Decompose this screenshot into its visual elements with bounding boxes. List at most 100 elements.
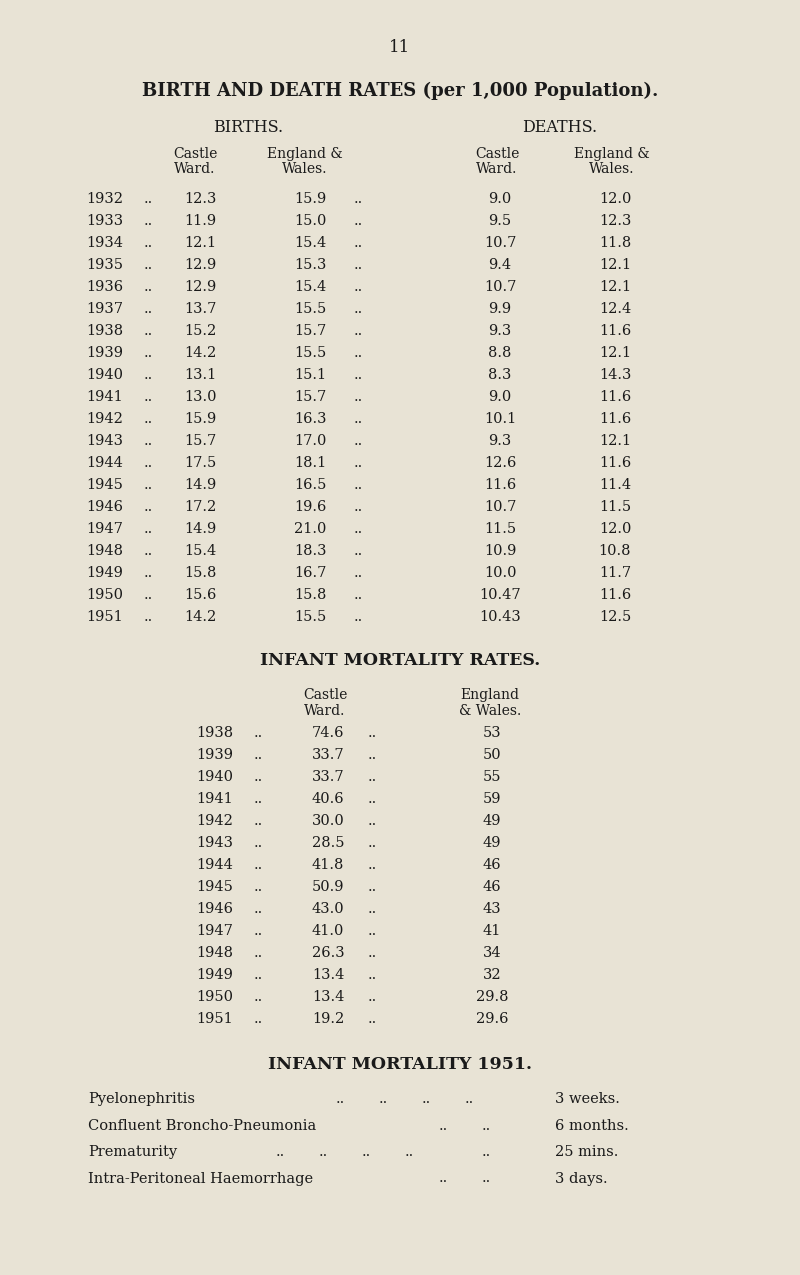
Text: 17.0: 17.0: [294, 434, 326, 448]
Text: ..: ..: [354, 390, 362, 404]
Text: 1947: 1947: [197, 924, 234, 938]
Text: ..: ..: [143, 193, 153, 207]
Text: 1944: 1944: [86, 456, 123, 470]
Text: ..: ..: [143, 236, 153, 250]
Text: 18.1: 18.1: [294, 456, 326, 470]
Text: Intra-Peritoneal Haemorrhage: Intra-Peritoneal Haemorrhage: [88, 1172, 313, 1186]
Text: 8.3: 8.3: [488, 368, 512, 382]
Text: 9.0: 9.0: [488, 390, 512, 404]
Text: 40.6: 40.6: [312, 792, 344, 806]
Text: 13.7: 13.7: [184, 302, 216, 316]
Text: 1936: 1936: [86, 280, 123, 295]
Text: ..: ..: [367, 792, 377, 806]
Text: 10.47: 10.47: [479, 588, 521, 602]
Text: 15.7: 15.7: [294, 390, 326, 404]
Text: 9.5: 9.5: [489, 214, 511, 228]
Text: 15.4: 15.4: [294, 236, 326, 250]
Text: ..: ..: [367, 858, 377, 872]
Text: 11.5: 11.5: [484, 521, 516, 536]
Text: ..: ..: [254, 748, 262, 762]
Text: 1950: 1950: [86, 588, 123, 602]
Text: ..: ..: [367, 946, 377, 960]
Text: 11: 11: [390, 40, 410, 56]
Text: 11.4: 11.4: [599, 478, 631, 492]
Text: ..: ..: [367, 1012, 377, 1026]
Text: 9.3: 9.3: [488, 324, 512, 338]
Text: ..: ..: [354, 456, 362, 470]
Text: Castle: Castle: [173, 147, 217, 161]
Text: 15.9: 15.9: [294, 193, 326, 207]
Text: 15.4: 15.4: [294, 280, 326, 295]
Text: 10.43: 10.43: [479, 609, 521, 623]
Text: 29.6: 29.6: [476, 1012, 508, 1026]
Text: ..: ..: [354, 346, 362, 360]
Text: ..: ..: [438, 1118, 448, 1132]
Text: 12.6: 12.6: [484, 456, 516, 470]
Text: 11.6: 11.6: [484, 478, 516, 492]
Text: 13.4: 13.4: [312, 968, 344, 982]
Text: ..: ..: [354, 280, 362, 295]
Text: ..: ..: [354, 609, 362, 623]
Text: 34: 34: [482, 946, 502, 960]
Text: ..: ..: [254, 792, 262, 806]
Text: 9.0: 9.0: [488, 193, 512, 207]
Text: England &: England &: [267, 147, 343, 161]
Text: 1947: 1947: [86, 521, 123, 536]
Text: 13.0: 13.0: [184, 390, 216, 404]
Text: 15.6: 15.6: [184, 588, 216, 602]
Text: ..: ..: [367, 836, 377, 850]
Text: ..: ..: [275, 1145, 285, 1159]
Text: 14.3: 14.3: [599, 368, 631, 382]
Text: 14.2: 14.2: [184, 609, 216, 623]
Text: 30.0: 30.0: [312, 813, 344, 827]
Text: 15.4: 15.4: [184, 544, 216, 558]
Text: 1944: 1944: [197, 858, 234, 872]
Text: 43: 43: [482, 901, 502, 915]
Text: ..: ..: [367, 770, 377, 784]
Text: 12.1: 12.1: [184, 236, 216, 250]
Text: 15.3: 15.3: [294, 258, 326, 272]
Text: ..: ..: [354, 324, 362, 338]
Text: 1940: 1940: [197, 770, 234, 784]
Text: 12.3: 12.3: [599, 214, 631, 228]
Text: Ward.: Ward.: [304, 704, 346, 718]
Text: ..: ..: [254, 725, 262, 739]
Text: 13.4: 13.4: [312, 989, 344, 1003]
Text: 1938: 1938: [197, 725, 234, 739]
Text: 49: 49: [482, 813, 502, 827]
Text: 33.7: 33.7: [312, 748, 344, 762]
Text: ..: ..: [143, 324, 153, 338]
Text: ..: ..: [354, 214, 362, 228]
Text: 11.7: 11.7: [599, 566, 631, 580]
Text: 1941: 1941: [86, 390, 123, 404]
Text: 11.6: 11.6: [599, 456, 631, 470]
Text: 1951: 1951: [197, 1012, 234, 1026]
Text: 15.7: 15.7: [184, 434, 216, 448]
Text: 1934: 1934: [86, 236, 123, 250]
Text: INFANT MORTALITY 1951.: INFANT MORTALITY 1951.: [268, 1056, 532, 1074]
Text: 1940: 1940: [86, 368, 123, 382]
Text: 15.5: 15.5: [294, 346, 326, 360]
Text: 1943: 1943: [86, 434, 123, 448]
Text: ..: ..: [354, 566, 362, 580]
Text: 12.0: 12.0: [599, 521, 631, 536]
Text: 19.6: 19.6: [294, 500, 326, 514]
Text: ..: ..: [354, 302, 362, 316]
Text: BIRTHS.: BIRTHS.: [213, 119, 283, 136]
Text: BIRTH AND DEATH RATES (per 1,000 Population).: BIRTH AND DEATH RATES (per 1,000 Populat…: [142, 82, 658, 99]
Text: 15.8: 15.8: [294, 588, 326, 602]
Text: 50: 50: [482, 748, 502, 762]
Text: ..: ..: [354, 521, 362, 536]
Text: Pyelonephritis: Pyelonephritis: [88, 1091, 195, 1105]
Text: 53: 53: [482, 725, 502, 739]
Text: ..: ..: [464, 1091, 474, 1105]
Text: ..: ..: [378, 1091, 388, 1105]
Text: 49: 49: [482, 836, 502, 850]
Text: 1942: 1942: [86, 412, 123, 426]
Text: 12.0: 12.0: [599, 193, 631, 207]
Text: 12.9: 12.9: [184, 280, 216, 295]
Text: ..: ..: [482, 1172, 490, 1186]
Text: ..: ..: [143, 500, 153, 514]
Text: 11.6: 11.6: [599, 412, 631, 426]
Text: 1939: 1939: [197, 748, 234, 762]
